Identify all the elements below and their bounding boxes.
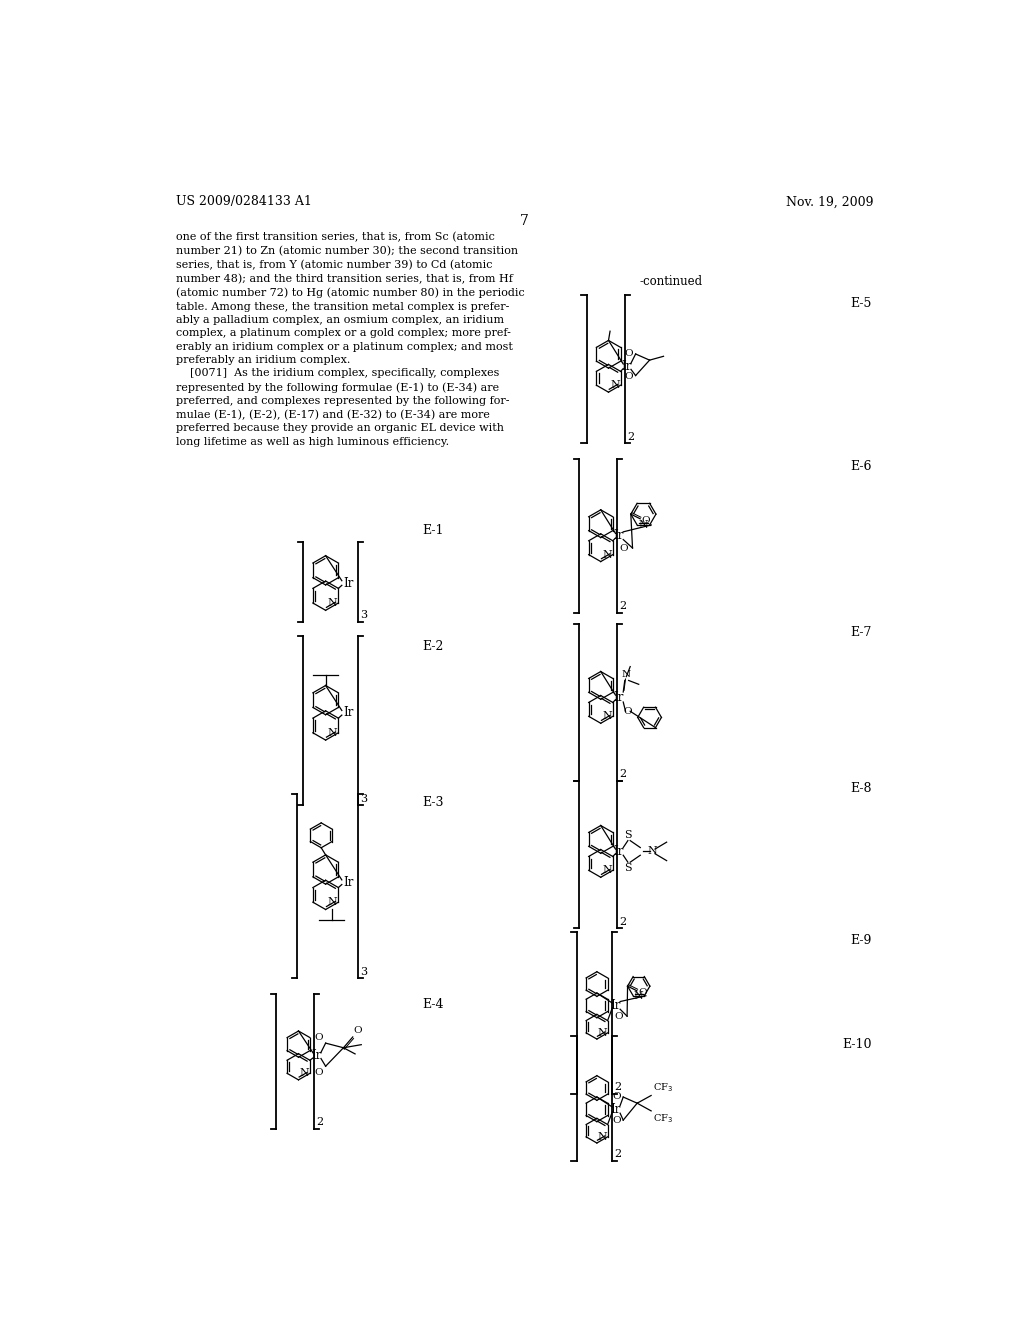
Text: 2: 2 [620, 770, 627, 779]
Text: Ir: Ir [610, 1102, 621, 1115]
Text: O: O [353, 1027, 362, 1035]
Text: S: S [624, 830, 632, 840]
Text: E-6: E-6 [851, 461, 872, 474]
Text: 3: 3 [360, 610, 368, 620]
Text: N: N [622, 671, 631, 678]
Text: O: O [625, 348, 633, 358]
Text: 2: 2 [316, 1117, 324, 1127]
Text: E-3: E-3 [423, 796, 444, 809]
Text: US 2009/0284133 A1: US 2009/0284133 A1 [176, 195, 312, 209]
Text: E-8: E-8 [851, 781, 872, 795]
Text: E-5: E-5 [851, 297, 872, 310]
Text: E-7: E-7 [851, 626, 872, 639]
Text: Ir: Ir [613, 529, 624, 543]
Text: CF$_3$: CF$_3$ [652, 1113, 673, 1125]
Text: 3: 3 [360, 793, 368, 804]
Text: N: N [597, 1028, 607, 1038]
Text: E-9: E-9 [851, 933, 872, 946]
Text: one of the first transition series, that is, from Sc (atomic
number 21) to Zn (a: one of the first transition series, that… [176, 232, 524, 446]
Text: N: N [638, 520, 648, 529]
Text: Ir: Ir [343, 875, 353, 888]
Text: -continued: -continued [640, 276, 702, 289]
Text: N: N [328, 598, 338, 609]
Text: O: O [620, 544, 628, 553]
Text: E-2: E-2 [423, 640, 443, 652]
Text: S: S [624, 863, 632, 873]
Text: N: N [610, 380, 620, 391]
Text: N: N [328, 727, 338, 738]
Text: 7: 7 [520, 214, 529, 228]
Text: N: N [597, 1131, 607, 1142]
Text: N: N [633, 991, 643, 1001]
Text: N: N [648, 846, 657, 857]
Text: 2: 2 [620, 601, 627, 611]
Text: Ir: Ir [622, 360, 632, 372]
Text: Ir: Ir [311, 1049, 322, 1063]
Text: N: N [602, 549, 612, 560]
Text: O: O [624, 706, 632, 715]
Text: N: N [299, 1068, 309, 1078]
Text: 2: 2 [614, 1150, 621, 1159]
Text: O: O [642, 516, 650, 525]
Text: O: O [314, 1032, 323, 1041]
Text: N: N [602, 711, 612, 721]
Text: O: O [612, 1117, 621, 1126]
Text: E-10: E-10 [843, 1038, 872, 1051]
Text: Ir: Ir [343, 706, 353, 719]
Text: N: N [328, 898, 338, 907]
Text: N: N [602, 866, 612, 875]
Text: O: O [625, 372, 633, 380]
Text: 2: 2 [627, 432, 634, 442]
Text: O: O [614, 1011, 624, 1020]
Text: O: O [314, 1068, 323, 1077]
Text: Ir: Ir [613, 690, 624, 704]
Text: Ir: Ir [610, 999, 621, 1012]
Text: Nov. 19, 2009: Nov. 19, 2009 [786, 195, 873, 209]
Text: Ir: Ir [343, 577, 353, 590]
Text: Ir: Ir [613, 845, 624, 858]
Text: O: O [612, 1092, 621, 1101]
Text: 2: 2 [614, 1082, 621, 1093]
Text: E-1: E-1 [423, 524, 444, 537]
Text: 3: 3 [360, 968, 368, 977]
Text: E-4: E-4 [423, 998, 444, 1011]
Text: CF$_3$: CF$_3$ [652, 1081, 673, 1094]
Text: O: O [638, 987, 647, 997]
Text: 2: 2 [620, 917, 627, 927]
